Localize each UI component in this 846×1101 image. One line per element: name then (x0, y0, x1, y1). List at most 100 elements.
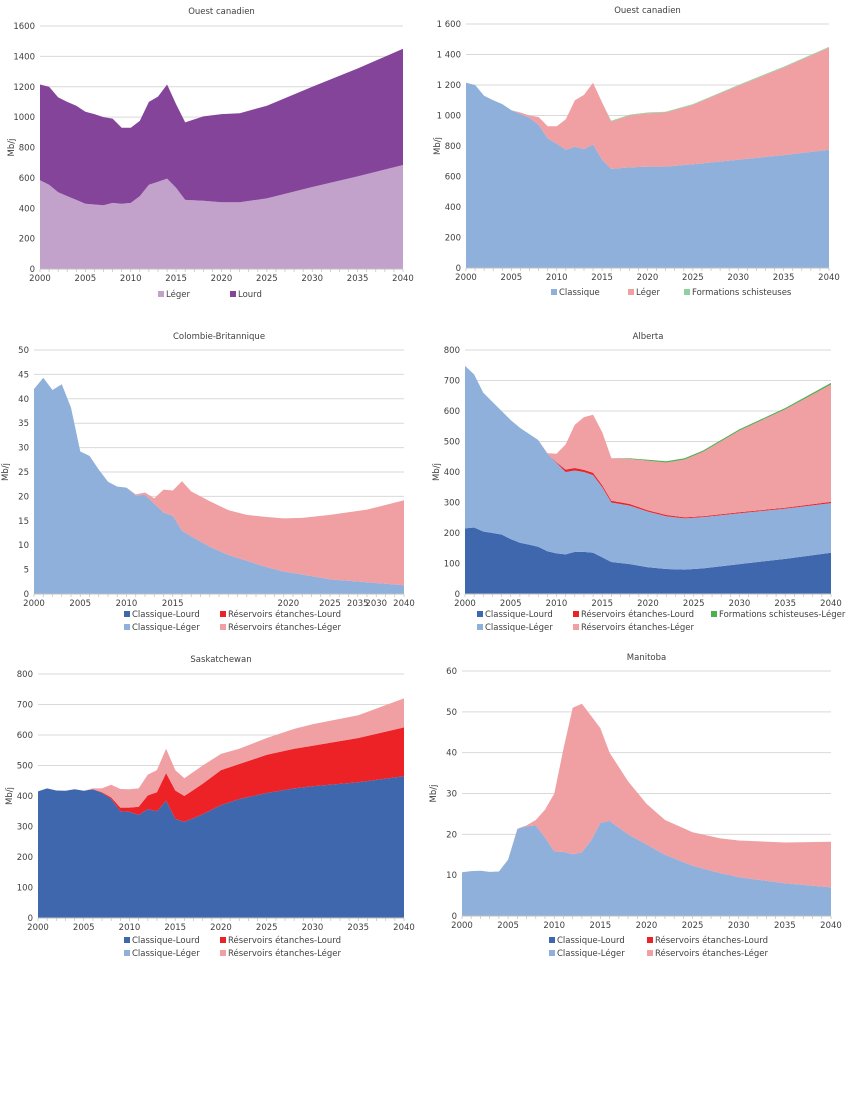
x-tick-label: 2035 (347, 599, 369, 609)
y-axis-label: Mb/j (433, 137, 443, 155)
legend-item: Léger (158, 289, 190, 300)
legend-swatch (551, 289, 557, 295)
area-series-3 (38, 698, 404, 808)
y-tick-label: 60 (446, 667, 457, 677)
y-tick-label: 700 (444, 377, 460, 387)
x-tick-label: 2030 (727, 273, 749, 283)
legend-item: Formations schisteuses-Léger (711, 609, 846, 620)
y-tick-label: 35 (18, 419, 29, 429)
x-tick-label: 2020 (211, 274, 233, 284)
y-tick-label: 30 (446, 790, 457, 800)
x-tick-label: 2030 (728, 921, 750, 931)
x-tick-label: 2015 (164, 923, 186, 933)
legend-swatch (549, 950, 555, 956)
legend-item: Réservoirs étanches-Lourd (573, 609, 694, 620)
legend-item: Réservoirs étanches-Léger (220, 948, 342, 959)
area-series-1 (466, 47, 829, 169)
area-series-1 (34, 377, 404, 594)
chart-panel: Alberta 0 100 200 300 400 500 600 700 800 2000 2005… (432, 332, 846, 633)
legend-swatch (220, 624, 226, 630)
y-tick-label: 100 (17, 884, 33, 894)
y-tick-label: 200 (444, 529, 460, 539)
y-axis-label: Mb/j (432, 463, 442, 481)
legend-label: Classique-Léger (132, 622, 200, 633)
legend-item: Classique-Léger (477, 622, 553, 633)
chart-panel: Ouest canadien 0 200 400 600 800 1000 1200 1400 1… (7, 7, 414, 300)
x-tick-label: 2040 (392, 274, 414, 284)
y-tick-label: 600 (445, 173, 461, 183)
legend-item: Réservoirs étanches-Lourd (647, 935, 768, 946)
x-tick-label: 2015 (162, 599, 184, 609)
legend-label: Lourd (238, 290, 262, 300)
chart-panel: Colombie-Britannique05101520253035404550… (1, 332, 415, 633)
area-series-1 (462, 820, 831, 916)
y-tick-label: 0 (24, 590, 29, 600)
legend-label: Réservoirs étanches-Lourd (655, 935, 768, 946)
legend-label: Réservoirs étanches-Lourd (581, 609, 694, 620)
x-tick-label: 2035 (347, 923, 369, 933)
x-tick-label: 2025 (683, 599, 705, 609)
legend-label: Classique-Lourd (557, 936, 625, 946)
y-tick-label: 500 (17, 762, 33, 772)
y-tick-label: 400 (444, 468, 460, 478)
legend-label: Classique-Lourd (132, 610, 200, 620)
chart-title: Colombie-Britannique (173, 332, 265, 342)
y-tick-label: 20 (18, 492, 29, 502)
chart-title: Alberta (633, 332, 664, 342)
x-tick-label: 2030 (729, 599, 751, 609)
y-tick-label: 1 200 (437, 81, 461, 91)
y-tick-label: 25 (18, 468, 29, 478)
y-tick-label: 1200 (13, 83, 35, 93)
y-tick-label: 100 (444, 560, 460, 570)
area-series-0 (38, 776, 404, 918)
y-tick-label: 300 (444, 499, 460, 509)
x-tick-label: 2015 (591, 599, 613, 609)
y-tick-label: 20 (446, 830, 457, 840)
x-tick-label: 2005 (69, 599, 91, 609)
y-tick-label: 1600 (13, 22, 35, 32)
legend-swatch (573, 624, 579, 630)
y-tick-label: 50 (446, 708, 457, 718)
area-series-3 (462, 703, 831, 888)
area-series-3 (465, 365, 831, 518)
y-tick-label: 1400 (13, 52, 35, 62)
x-tick-label: 2010 (116, 599, 138, 609)
x-tick-label: 2035 (347, 274, 369, 284)
x-tick-label: 2010 (120, 274, 142, 284)
x-tick-label: 2010 (546, 273, 568, 283)
y-tick-label: 300 (17, 823, 33, 833)
y-tick-label: 30 (18, 444, 29, 454)
legend-item: Classique-Lourd (124, 610, 200, 620)
legend-label: Réservoirs étanches-Léger (581, 622, 695, 633)
y-tick-label: 600 (17, 731, 33, 741)
chart-title: Ouest canadien (188, 7, 255, 17)
y-tick-label: 10 (18, 541, 29, 551)
legend-swatch (647, 937, 653, 943)
y-tick-label: 40 (446, 749, 457, 759)
x-tick-label: 2005 (501, 273, 523, 283)
x-tick-label: 2005 (75, 274, 97, 284)
legend-item: Réservoirs étanches-Lourd (220, 935, 341, 946)
legend-item: Classique (551, 288, 600, 298)
legend-label: Réservoirs étanches-Léger (655, 948, 769, 959)
legend-swatch (477, 611, 483, 617)
legend-item: Classique-Lourd (124, 936, 200, 946)
y-tick-label: 600 (19, 174, 35, 184)
x-tick-label: 2030 (302, 923, 324, 933)
chart-panel: Saskatchewan 0 100 200 300 400 500 600 700 800 200… (5, 655, 415, 959)
y-tick-label: 50 (18, 346, 29, 356)
legend-item: Réservoirs étanches-Léger (220, 622, 342, 633)
y-tick-label: 1 400 (437, 51, 461, 61)
x-tick-label: 2030 (365, 599, 387, 609)
legend-swatch (220, 950, 226, 956)
y-tick-label: 800 (19, 144, 35, 154)
y-axis-label: Mb/j (429, 785, 439, 803)
x-tick-label: 2000 (454, 599, 476, 609)
y-tick-label: 1000 (13, 113, 35, 123)
y-tick-label: 800 (17, 670, 33, 680)
x-tick-label: 2020 (637, 599, 659, 609)
y-tick-label: 800 (444, 346, 460, 356)
y-tick-label: 0 (456, 264, 461, 274)
legend-swatch (684, 289, 690, 295)
x-tick-label: 2000 (455, 273, 477, 283)
